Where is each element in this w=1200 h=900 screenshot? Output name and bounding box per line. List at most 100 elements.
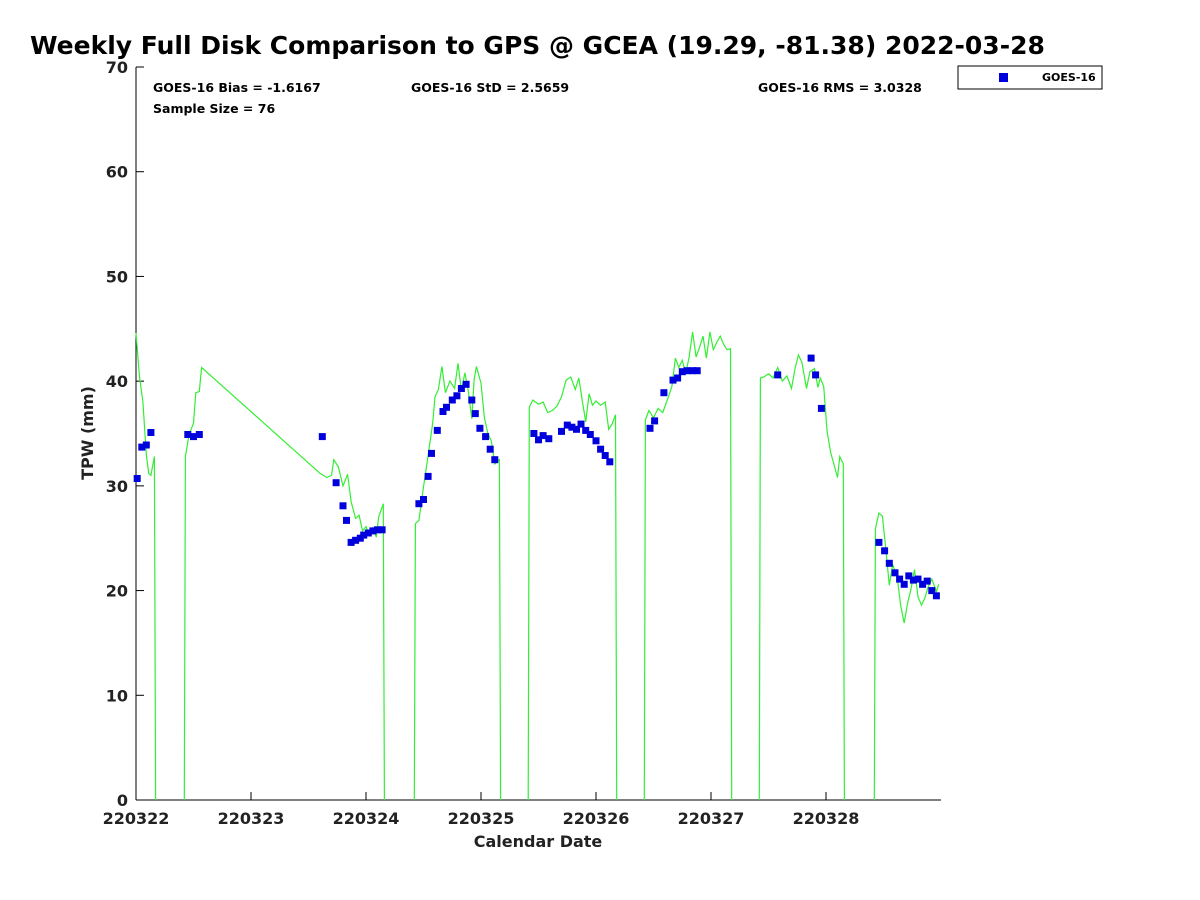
- goes16-point: [774, 371, 782, 379]
- goes16-point: [683, 367, 691, 375]
- goes16-point: [881, 547, 889, 555]
- plot-area: [135, 67, 941, 801]
- axis-ticks: 0 10 20 30 40 50 60 70 220322 220323 220324 220325 2…: [103, 58, 860, 828]
- goes16-point: [142, 441, 150, 449]
- goes16-point: [133, 475, 141, 482]
- gps-line-segment: [527, 376, 618, 801]
- y-tick-label: 40: [106, 372, 128, 391]
- goes16-point: [689, 367, 697, 375]
- goes16-point: [138, 443, 146, 451]
- goes16-point: [905, 572, 913, 580]
- goes16-point: [545, 435, 553, 443]
- goes16-point: [909, 576, 917, 584]
- goes16-point: [530, 430, 538, 437]
- goes16-point: [928, 587, 936, 595]
- goes16-point: [875, 538, 883, 546]
- goes16-point: [646, 424, 654, 432]
- goes16-point: [339, 502, 347, 510]
- rms-stat: GOES-16 RMS = 3.0328: [758, 80, 922, 95]
- goes16-point: [347, 538, 355, 546]
- x-tick-label: 220322: [103, 809, 170, 828]
- goes16-point: [184, 431, 192, 438]
- x-tick-label: 220326: [563, 809, 630, 828]
- goes16-point: [195, 431, 203, 438]
- goes16-point: [439, 408, 447, 415]
- gps-line-segment: [758, 353, 846, 801]
- goes16-point: [919, 580, 927, 588]
- goes16-point: [453, 392, 461, 400]
- goes16-series: [133, 354, 940, 600]
- y-tick-label: 30: [106, 477, 128, 496]
- goes16-point: [486, 445, 494, 453]
- goes16-point: [428, 449, 435, 457]
- goes16-point: [606, 458, 614, 466]
- goes16-point: [812, 371, 820, 379]
- legend: GOES-16: [957, 65, 1103, 90]
- x-tick-label: 220327: [678, 809, 745, 828]
- goes16-point: [190, 433, 197, 441]
- goes16-point: [896, 575, 904, 583]
- bias-stat: GOES-16 Bias = -1.6167: [153, 80, 321, 95]
- y-tick-label: 60: [106, 163, 128, 182]
- goes16-point: [360, 531, 368, 539]
- y-tick-label: 20: [106, 582, 128, 601]
- goes16-point: [693, 367, 701, 375]
- gps-series: [135, 331, 940, 801]
- goes16-point: [817, 404, 825, 412]
- sample-size-stat: Sample Size = 76: [153, 101, 275, 116]
- goes16-point: [678, 368, 686, 376]
- goes16-point: [573, 425, 580, 433]
- goes16-point: [582, 426, 590, 434]
- goes16-point: [558, 427, 565, 435]
- goes16-point: [891, 569, 899, 577]
- y-tick-label: 50: [106, 267, 128, 286]
- gps-line-segment: [183, 366, 385, 801]
- gps-line-segment: [873, 511, 940, 801]
- x-tick-label: 220323: [218, 809, 285, 828]
- goes16-point: [318, 433, 326, 441]
- x-tick-label: 220328: [793, 809, 860, 828]
- goes16-point: [448, 396, 456, 404]
- goes16-point: [568, 423, 576, 431]
- legend-box: [957, 65, 1103, 90]
- goes16-point: [577, 420, 585, 428]
- chart-title: Weekly Full Disk Comparison to GPS @ GCE…: [30, 31, 1045, 60]
- goes16-point: [147, 429, 155, 436]
- goes16-point: [482, 433, 490, 441]
- gps-line-segment: [643, 331, 733, 801]
- goes16-point: [443, 403, 450, 411]
- y-tick-label: 70: [106, 58, 128, 77]
- legend-label: GOES-16: [1042, 71, 1096, 84]
- y-tick-label: 10: [106, 686, 128, 705]
- goes16-point: [539, 432, 547, 440]
- goes16-point: [471, 410, 479, 418]
- x-tick-label: 220325: [448, 809, 515, 828]
- goes16-point: [914, 575, 922, 583]
- goes16-point: [374, 526, 381, 534]
- goes16-point: [378, 526, 386, 534]
- goes16-point: [900, 580, 908, 588]
- y-axis-label: TPW (mm): [78, 386, 97, 480]
- gps-line-segment: [413, 363, 502, 801]
- goes16-point: [923, 577, 931, 585]
- goes16-point: [433, 426, 441, 434]
- y-tick-label: 0: [117, 791, 128, 810]
- goes16-point: [885, 559, 893, 567]
- goes16-point: [932, 592, 940, 600]
- goes16-point: [420, 496, 427, 503]
- x-axis-label: Calendar Date: [474, 832, 603, 851]
- goes16-point: [332, 479, 340, 487]
- goes16-point: [674, 374, 682, 382]
- goes16-point: [586, 431, 594, 438]
- legend-marker: [999, 73, 1008, 82]
- goes16-point: [491, 456, 499, 464]
- goes16-point: [563, 421, 571, 429]
- goes16-point: [660, 389, 668, 397]
- goes16-point: [592, 437, 600, 445]
- goes16-point: [597, 445, 605, 453]
- goes16-point: [601, 452, 609, 459]
- goes16-point: [457, 385, 465, 392]
- goes16-point: [669, 376, 677, 384]
- goes16-point: [352, 536, 360, 544]
- goes16-point: [468, 396, 476, 404]
